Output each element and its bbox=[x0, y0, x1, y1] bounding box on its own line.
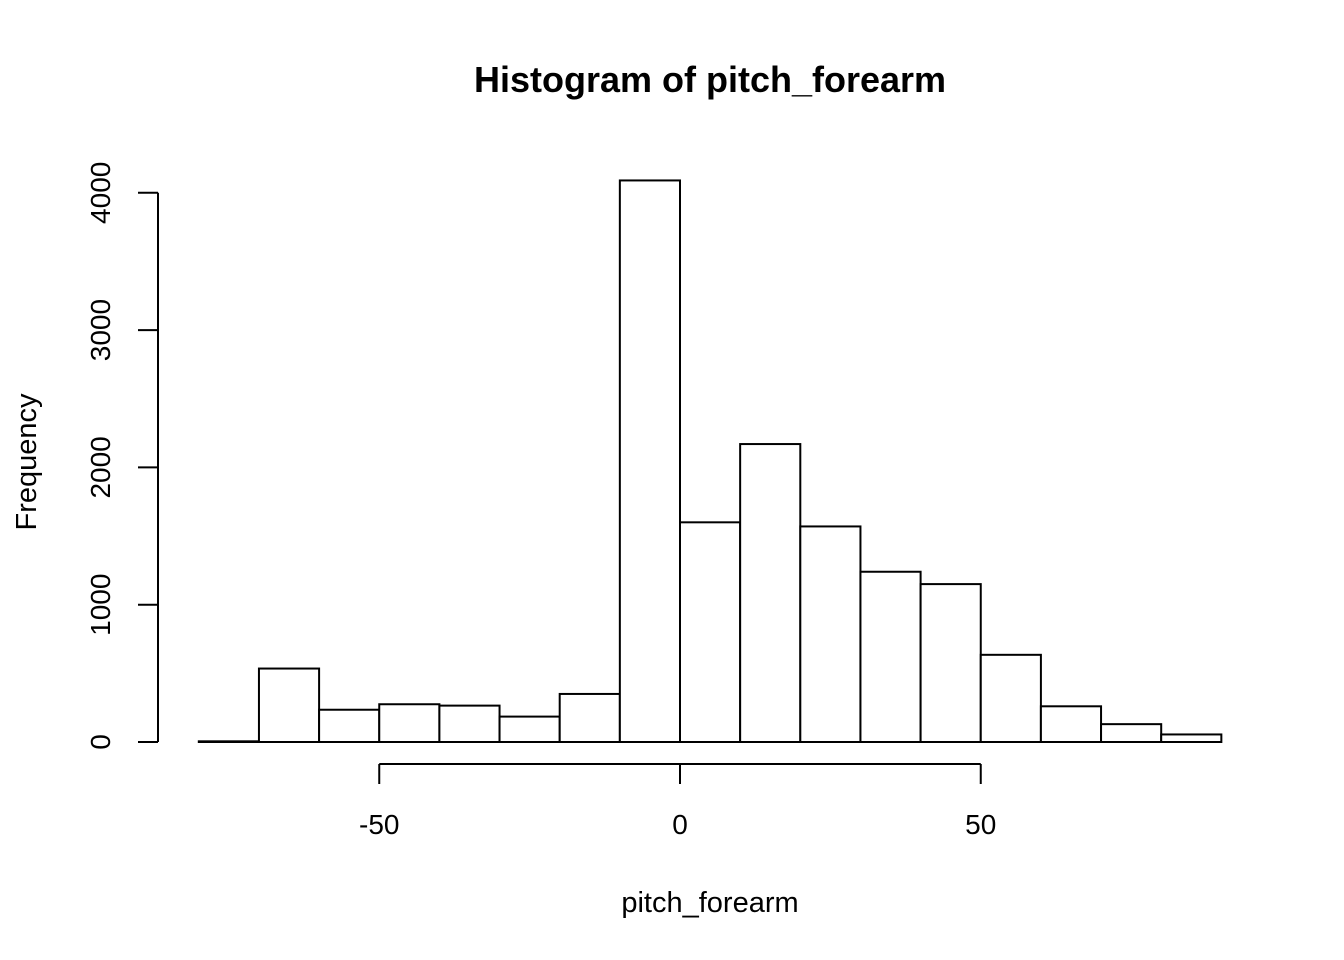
histogram-bar bbox=[558, 692, 621, 744]
histogram-bar bbox=[197, 740, 260, 743]
bars-group bbox=[197, 179, 1223, 744]
histogram-bar bbox=[438, 704, 501, 743]
x-tick-label: -50 bbox=[359, 809, 399, 840]
histogram-bar bbox=[799, 525, 862, 744]
x-tick-label: 0 bbox=[672, 809, 688, 840]
histogram-bar bbox=[859, 570, 922, 743]
y-axis: 0 1000 2000 3000 4000 bbox=[85, 162, 159, 750]
histogram-bar bbox=[1039, 705, 1103, 743]
histogram-bar bbox=[919, 583, 982, 743]
histogram-bar bbox=[618, 179, 681, 743]
y-tick-label: 4000 bbox=[85, 162, 116, 224]
y-tick-label: 1000 bbox=[85, 574, 116, 636]
histogram-bar bbox=[257, 667, 321, 743]
histogram-bar bbox=[498, 715, 561, 743]
y-tick-label: 3000 bbox=[85, 299, 116, 361]
histogram-bar bbox=[1160, 733, 1223, 743]
x-axis: -50 0 50 bbox=[359, 763, 996, 840]
y-tick-label: 2000 bbox=[85, 436, 116, 498]
x-tick-label: 50 bbox=[965, 809, 996, 840]
y-tick-label: 0 bbox=[85, 734, 116, 750]
histogram-bar bbox=[979, 653, 1042, 744]
histogram-bar bbox=[378, 703, 441, 743]
histogram-bar bbox=[679, 521, 742, 743]
histogram-bar bbox=[1100, 723, 1163, 744]
chart-title: Histogram of pitch_forearm bbox=[474, 59, 946, 100]
y-axis-label: Frequency bbox=[11, 393, 43, 531]
x-axis-label: pitch_forearm bbox=[621, 887, 798, 919]
histogram-bar bbox=[739, 443, 802, 743]
histogram-bar bbox=[318, 708, 381, 743]
